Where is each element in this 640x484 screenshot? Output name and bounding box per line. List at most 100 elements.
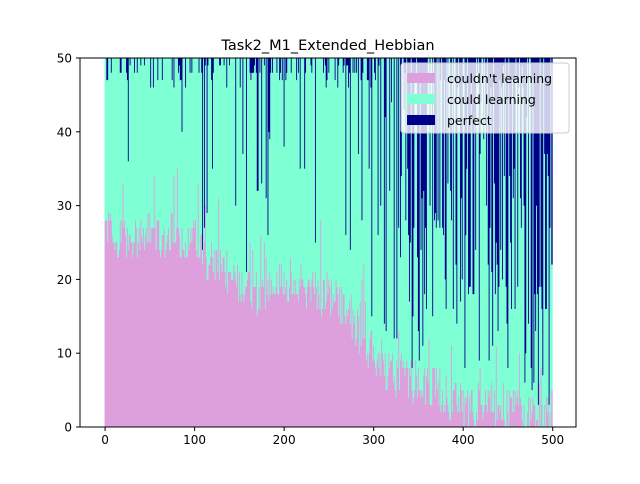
bar-couldnt-learning [288,301,290,427]
bar-could-learning [354,72,356,317]
bar-could-learning [248,58,251,273]
bar-could-learning [137,58,140,243]
bar-couldnt-learning [378,367,380,427]
bar-couldnt-learning [433,367,435,427]
bar-could-learning [169,58,172,250]
bar-couldnt-learning [165,249,167,427]
bar-couldnt-learning [186,257,189,427]
bar-could-learning [519,58,521,354]
bar-couldnt-learning [305,294,307,427]
bar-couldnt-learning [361,279,363,427]
bar-perfect [411,58,414,368]
bar-perfect [334,58,337,81]
bar-could-learning [380,205,382,376]
bar-couldnt-learning [190,227,192,427]
bar-perfect [473,58,475,295]
bar-could-learning [187,58,190,228]
bar-could-learning [489,227,491,391]
bar-could-learning [130,58,132,243]
bar-could-learning [239,87,242,295]
bar-couldnt-learning [459,412,461,427]
bar-perfect [235,58,237,206]
bar-could-learning [202,249,204,265]
bar-couldnt-learning [184,257,186,427]
bar-couldnt-learning [318,294,320,427]
bar-perfect [528,58,530,324]
bar-perfect [189,58,191,73]
bar-could-learning [182,58,184,250]
bar-perfect [472,58,474,295]
bar-couldnt-learning [156,220,158,427]
bar-couldnt-learning [222,257,225,427]
bar-perfect [422,58,424,346]
bar-could-learning [375,58,378,376]
bar-could-learning [263,58,265,287]
bar-could-learning [155,58,157,250]
bar-couldnt-learning [359,301,362,427]
bar-perfect [178,58,181,66]
bar-could-learning [505,286,508,427]
bar-perfect [120,58,123,73]
bar-could-learning [344,58,346,317]
bar-couldnt-learning [263,242,266,427]
bar-could-learning [268,131,270,302]
bar-couldnt-learning [450,419,452,427]
bar-could-learning [461,279,464,413]
bar-couldnt-learning [129,235,131,427]
bar-perfect [252,58,254,73]
bar-could-learning [478,360,481,391]
bar-could-learning [233,58,235,265]
bar-could-learning [460,301,462,383]
bar-perfect [495,58,498,243]
bar-could-learning [400,257,402,361]
bar-could-learning [136,72,139,258]
bar-could-learning [116,58,118,243]
bar-couldnt-learning [357,308,359,427]
bar-could-learning [416,58,418,376]
bar-could-learning [315,58,318,287]
bar-perfect [412,58,414,317]
bar-could-learning [129,65,131,236]
bar-could-learning [358,58,361,354]
bar-could-learning [266,58,268,295]
bar-perfect [437,58,439,221]
bar-could-learning [348,87,350,309]
bar-could-learning [219,65,221,280]
bar-could-learning [322,58,324,309]
bar-could-learning [304,168,306,287]
bar-couldnt-learning [140,220,142,427]
bar-couldnt-learning [202,264,204,427]
bar-perfect [511,58,513,309]
bar-could-learning [221,58,224,273]
bar-couldnt-learning [434,397,437,427]
bar-could-learning [134,72,136,243]
bar-could-learning [298,58,301,280]
bar-could-learning [208,58,210,265]
bar-could-learning [357,58,359,309]
bar-could-learning [189,72,191,243]
bar-couldnt-learning [226,249,228,427]
bar-could-learning [451,58,454,413]
bar-couldnt-learning [465,404,467,427]
bar-could-learning [542,375,544,427]
bar-couldnt-learning [416,375,418,427]
bar-couldnt-learning [159,249,161,427]
bar-couldnt-learning [172,242,174,427]
bar-couldnt-learning [310,301,312,427]
bar-couldnt-learning [270,294,272,427]
bar-could-learning [170,58,173,213]
bar-couldnt-learning [341,323,344,427]
bar-couldnt-learning [320,220,322,427]
bar-couldnt-learning [273,294,276,427]
bar-couldnt-learning [370,331,372,427]
bar-could-learning [457,87,459,413]
bar-perfect [212,58,215,73]
bar-could-learning [426,94,429,368]
bar-could-learning [128,58,131,236]
bar-could-learning [328,72,330,280]
bar-could-learning [477,72,479,420]
bar-couldnt-learning [187,227,190,427]
bar-could-learning [477,58,480,383]
bar-could-learning [420,249,422,398]
bar-could-learning [487,264,490,391]
